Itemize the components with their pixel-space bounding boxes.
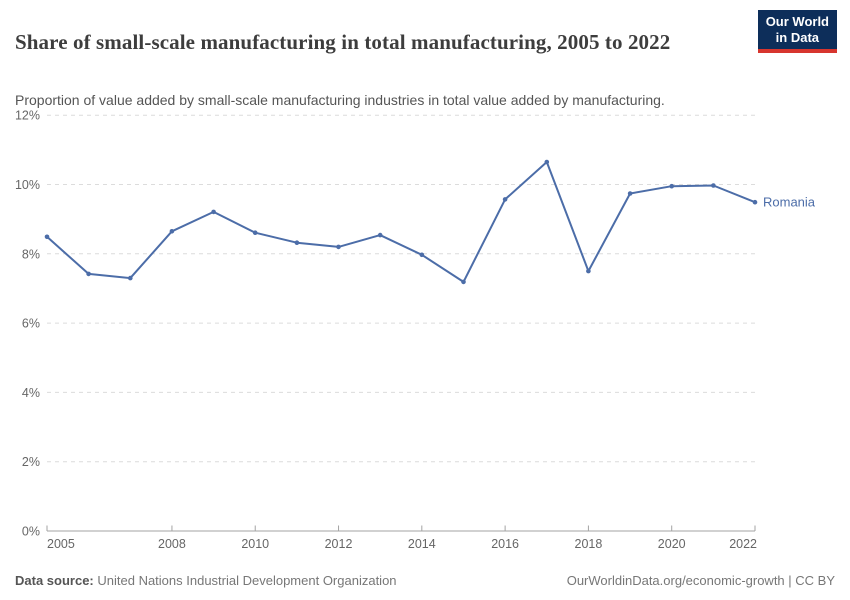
data-source-text: United Nations Industrial Development Or… (97, 573, 397, 588)
y-tick-label: 4% (22, 386, 40, 400)
data-point (752, 199, 758, 205)
data-point (711, 183, 716, 188)
data-point (294, 240, 300, 245)
data-point (336, 244, 341, 250)
owid-logo-line2: in Data (775, 30, 820, 45)
x-tick-label: 2020 (658, 537, 686, 551)
x-tick-label: 2016 (491, 537, 519, 551)
data-point (586, 268, 591, 274)
y-tick-label: 12% (15, 109, 40, 123)
data-point (211, 209, 216, 215)
series-line (46, 161, 756, 283)
data-point (169, 229, 175, 234)
data-point (44, 234, 50, 240)
y-tick-label: 6% (22, 317, 40, 331)
x-tick-label: 2005 (47, 537, 75, 551)
x-tick-label: 2022 (729, 537, 757, 551)
owid-logo-line1: Our World (765, 14, 829, 29)
y-tick-label: 10% (15, 178, 40, 192)
owid-logo[interactable]: Our World in Data (757, 10, 837, 53)
series-end-label: Romania (763, 195, 816, 210)
credit-link[interactable]: OurWorldinData.org/economic-growth | CC … (566, 573, 835, 588)
page-title: Share of small-scale manufacturing in to… (15, 30, 671, 55)
data-point (461, 279, 466, 285)
data-source-label: Data source: (15, 573, 94, 588)
x-tick-label: 2008 (158, 537, 186, 551)
data-point (86, 271, 91, 277)
data-point (377, 232, 383, 238)
x-tick-label: 2010 (241, 537, 269, 551)
chart-subtitle: Proportion of value added by small-scale… (15, 92, 665, 108)
y-tick-label: 2% (22, 455, 40, 469)
data-point (252, 230, 258, 235)
data-point (128, 275, 133, 281)
x-tick-label: 2014 (408, 537, 436, 551)
x-tick-label: 2012 (325, 537, 353, 551)
y-tick-label: 8% (22, 247, 40, 261)
data-point (419, 252, 425, 258)
data-source: Data source: United Nations Industrial D… (15, 573, 397, 588)
data-point (502, 197, 508, 202)
y-tick-label: 0% (22, 525, 40, 539)
chart-footer: Data source: United Nations Industrial D… (15, 573, 835, 588)
data-point (544, 159, 550, 165)
data-point (627, 191, 633, 196)
x-tick-label: 2018 (575, 537, 603, 551)
data-point (669, 183, 674, 189)
